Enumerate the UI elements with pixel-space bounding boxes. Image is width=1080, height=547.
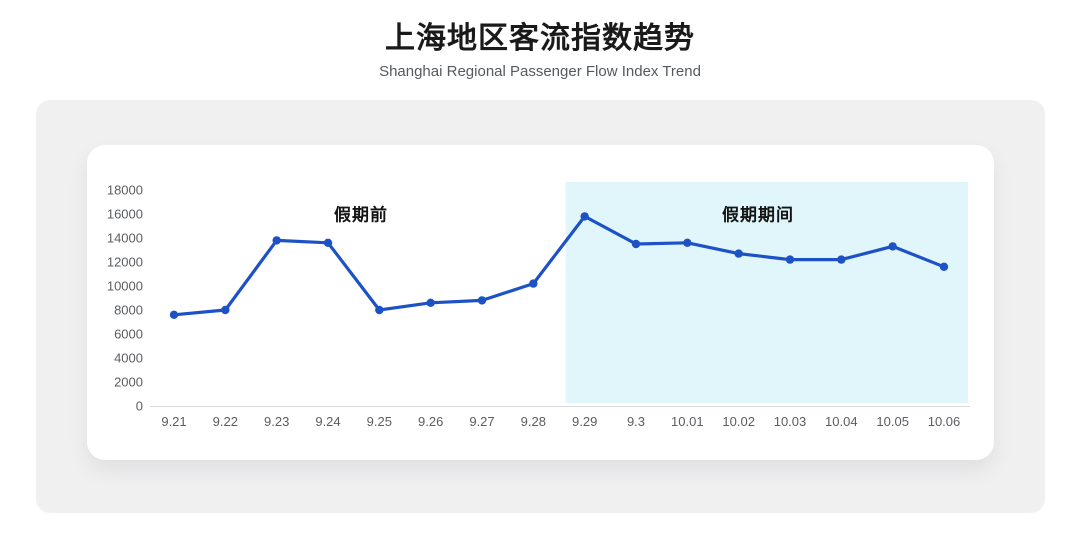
chart-title: 上海地区客流指数趋势 — [385, 22, 695, 55]
x-axis-tick-label: 9.3 — [627, 414, 645, 429]
x-axis-tick-label: 10.06 — [928, 414, 961, 429]
x-axis-tick-label: 10.02 — [722, 414, 755, 429]
x-axis-tick-label: 10.01 — [671, 414, 704, 429]
x-axis-tick-label: 9.21 — [161, 414, 186, 429]
y-axis-tick-label: 4000 — [114, 351, 143, 366]
annotation-pre-holiday: 假期前 — [334, 205, 388, 225]
y-axis-tick-label: 14000 — [107, 231, 143, 246]
data-point[interactable] — [426, 298, 435, 307]
data-point[interactable] — [631, 239, 641, 249]
data-point[interactable] — [323, 238, 333, 247]
chart-canvas: 0 2000 4000 6000 8000 10000 12000 14000 16000 180… — [107, 182, 970, 429]
data-point[interactable] — [734, 249, 743, 258]
x-axis-tick-label: 10.03 — [774, 414, 807, 429]
y-axis-tick-label: 8000 — [114, 303, 143, 318]
x-axis-tick-label: 10.04 — [825, 414, 858, 429]
y-axis-tick-label: 12000 — [107, 255, 143, 270]
x-axis-tick-label: 9.23 — [264, 414, 289, 429]
x-axis-tick-label: 9.22 — [213, 414, 238, 429]
chart-card: 0 2000 4000 6000 8000 10000 12000 14000 16000 180… — [87, 145, 994, 460]
x-axis-tick-label: 9.26 — [418, 414, 443, 429]
x-axis-tick-label: 9.24 — [315, 414, 340, 429]
x-axis-tick-label: 10.05 — [876, 414, 909, 429]
y-axis-tick-label: 16000 — [107, 207, 143, 222]
y-axis-tick-label: 2000 — [114, 375, 143, 390]
data-point[interactable] — [529, 279, 538, 288]
data-point[interactable] — [785, 255, 795, 264]
data-point[interactable] — [221, 305, 230, 315]
chart-header: 上海地区客流指数趋势 Shanghai Regional Passenger F… — [0, 0, 1080, 81]
data-point[interactable] — [375, 305, 384, 315]
x-axis-tick-label: 9.28 — [521, 414, 546, 429]
line-chart: 0 2000 4000 6000 8000 10000 12000 14000 16000 180… — [87, 145, 994, 460]
y-axis-tick-label: 6000 — [114, 327, 143, 342]
y-axis-tick-label: 18000 — [107, 183, 143, 198]
data-point[interactable] — [477, 296, 487, 305]
holiday-highlight-region — [565, 182, 968, 403]
x-axis-tick-label: 9.25 — [367, 414, 392, 429]
chart-panel: 0 2000 4000 6000 8000 10000 12000 14000 16000 180… — [36, 100, 1045, 513]
data-point[interactable] — [683, 238, 692, 247]
y-axis-tick-label: 10000 — [107, 279, 143, 294]
chart-subtitle: Shanghai Regional Passenger Flow Index T… — [379, 63, 701, 80]
x-axis-tick-label: 9.29 — [572, 414, 597, 429]
data-point[interactable] — [939, 262, 949, 271]
annotation-during-holiday: 假期期间 — [722, 205, 794, 225]
data-point[interactable] — [888, 242, 897, 251]
y-axis-tick-label: 0 — [136, 399, 143, 414]
data-point[interactable] — [272, 236, 281, 245]
data-point[interactable] — [837, 255, 846, 264]
trend-line — [172, 214, 946, 317]
data-point[interactable] — [169, 310, 179, 319]
x-axis-tick-label: 9.27 — [469, 414, 494, 429]
data-point[interactable] — [580, 212, 589, 221]
